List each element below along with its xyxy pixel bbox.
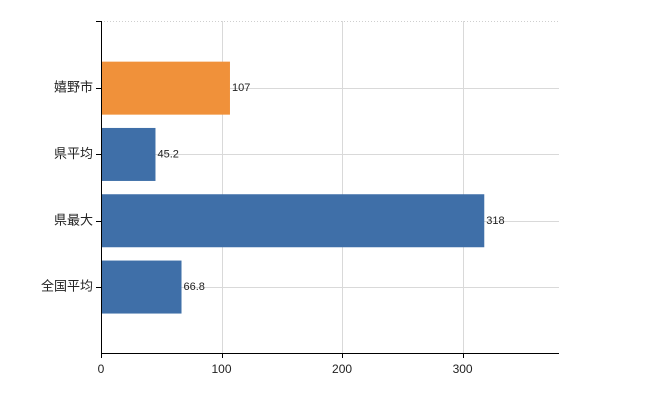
category-label-3: 全国平均 xyxy=(41,279,93,295)
bar-0 xyxy=(102,61,230,115)
x-tick-label-1: 100 xyxy=(212,362,232,376)
bars xyxy=(102,61,485,314)
x-tick-label-0: 0 xyxy=(98,362,105,376)
data-label-1: 45.2 xyxy=(157,148,178,160)
x-tick-label-3: 300 xyxy=(453,362,473,376)
x-tick-label-2: 200 xyxy=(332,362,352,376)
bar-2 xyxy=(102,194,485,248)
data-label-2: 318 xyxy=(486,215,504,227)
category-label-0: 嬉野市 xyxy=(54,80,93,96)
axes xyxy=(96,21,559,358)
category-label-1: 県平均 xyxy=(54,147,93,162)
bar-1 xyxy=(102,127,156,181)
data-label-0: 107 xyxy=(232,82,250,94)
bar-3 xyxy=(102,260,182,314)
category-label-2: 県最大 xyxy=(54,213,93,228)
data-label-3: 66.8 xyxy=(184,281,205,293)
